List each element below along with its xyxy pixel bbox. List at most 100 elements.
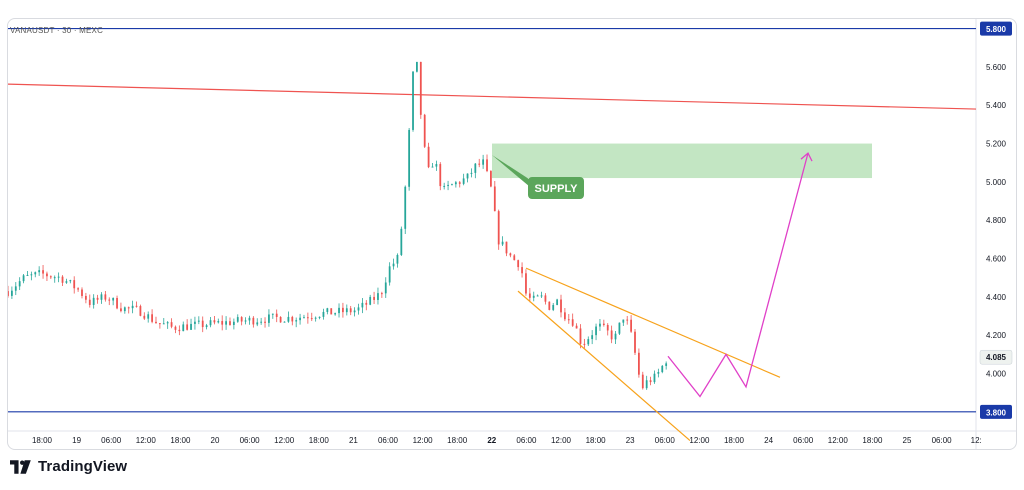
candle-body bbox=[170, 322, 173, 327]
candle-body bbox=[536, 295, 539, 297]
candle-body bbox=[268, 314, 270, 323]
candle-body bbox=[46, 273, 48, 277]
candle-body bbox=[338, 307, 340, 314]
candle-body bbox=[10, 290, 13, 296]
candle-body bbox=[447, 184, 449, 186]
candle-body bbox=[665, 363, 668, 366]
candle-body bbox=[77, 288, 79, 290]
candle-body bbox=[602, 323, 605, 325]
x-tick-label: 06:00 bbox=[240, 436, 261, 445]
candle-body bbox=[221, 321, 224, 325]
candle-body bbox=[225, 321, 227, 325]
candle-body bbox=[509, 253, 512, 256]
candle-body bbox=[493, 186, 496, 212]
candle-body bbox=[264, 321, 266, 323]
tradingview-logo[interactable]: TradingView bbox=[10, 458, 127, 475]
x-tick-label: 06:00 bbox=[793, 436, 814, 445]
x-tick-label: 12:00 bbox=[274, 436, 295, 445]
candle-body bbox=[256, 322, 259, 325]
candle-body bbox=[497, 211, 500, 245]
candle-body bbox=[630, 319, 633, 332]
candle-body bbox=[369, 296, 372, 305]
candle-body bbox=[517, 260, 520, 268]
candle-body bbox=[182, 324, 185, 332]
candle-body bbox=[318, 316, 321, 318]
candle-body bbox=[295, 320, 298, 322]
candle-body bbox=[556, 299, 559, 305]
candle-body bbox=[14, 286, 17, 291]
candle-body bbox=[279, 316, 282, 323]
candle-body bbox=[194, 321, 196, 324]
candle-body bbox=[112, 297, 115, 301]
candle-body bbox=[641, 374, 644, 389]
candle-body bbox=[583, 343, 586, 345]
candle-body bbox=[392, 263, 395, 267]
current-price-label: 4.085 bbox=[986, 353, 1007, 362]
x-tick-label: 25 bbox=[903, 436, 912, 445]
candle-body bbox=[373, 296, 375, 300]
candle-body bbox=[548, 301, 551, 310]
x-tick-label: 18:00 bbox=[32, 436, 53, 445]
candle-body bbox=[345, 308, 348, 313]
price-chart[interactable]: SUPPLY 5.800 5.600 5.400 5.200 5.000 4.800 4.60… bbox=[8, 19, 1016, 449]
y-tick-label: 5.400 bbox=[986, 101, 1007, 110]
candle-body bbox=[201, 320, 204, 328]
candle-body bbox=[287, 316, 290, 322]
candle-body bbox=[513, 255, 516, 261]
candle-body bbox=[232, 321, 235, 325]
candle-body bbox=[377, 293, 379, 300]
x-tick-label: 18:00 bbox=[586, 436, 607, 445]
candle-body bbox=[178, 329, 181, 332]
candle-body bbox=[361, 302, 364, 308]
candle-body bbox=[8, 291, 9, 296]
candle-body bbox=[174, 326, 177, 330]
candle-body bbox=[645, 380, 648, 389]
candle-body bbox=[423, 114, 426, 147]
x-tick-label: 12: bbox=[971, 436, 982, 445]
candle-body bbox=[380, 293, 383, 295]
x-tick-label: 18:00 bbox=[724, 436, 745, 445]
wedge-lower-line bbox=[517, 290, 691, 442]
x-tick-label: 18:00 bbox=[309, 436, 330, 445]
candle-body bbox=[384, 282, 387, 294]
candle-body bbox=[552, 304, 555, 310]
candle-body bbox=[299, 317, 301, 321]
candle-body bbox=[599, 323, 601, 327]
candle-body bbox=[81, 289, 83, 296]
candle-body bbox=[92, 297, 95, 305]
candle-body bbox=[123, 307, 126, 312]
x-tick-label: 06:00 bbox=[516, 436, 537, 445]
candle-body bbox=[400, 228, 403, 255]
candle-body bbox=[334, 313, 337, 315]
candle-body bbox=[567, 319, 570, 321]
supply-label-text: SUPPLY bbox=[534, 183, 578, 195]
candle-body bbox=[248, 317, 251, 321]
candle-body bbox=[451, 184, 453, 186]
y-tick-label: 4.600 bbox=[986, 255, 1007, 264]
candle-body bbox=[614, 333, 617, 340]
candle-body bbox=[213, 320, 216, 323]
candle-body bbox=[528, 293, 531, 298]
candle-body bbox=[478, 163, 481, 165]
y-tick-label: 3.800 bbox=[986, 408, 1007, 417]
candle-body bbox=[116, 297, 118, 309]
candle-body bbox=[38, 270, 41, 273]
candle-body bbox=[104, 294, 107, 300]
projection-arrowhead bbox=[800, 152, 813, 162]
candle-body bbox=[560, 299, 562, 313]
candle-body bbox=[84, 295, 87, 300]
candle-body bbox=[353, 310, 356, 313]
candle-body bbox=[525, 273, 527, 294]
candle-body bbox=[501, 241, 504, 245]
candle-body bbox=[486, 159, 488, 172]
x-tick-label: 23 bbox=[626, 436, 635, 445]
candle-body bbox=[396, 254, 399, 264]
y-tick-label: 5.600 bbox=[986, 63, 1007, 72]
candle-body bbox=[190, 323, 192, 330]
candle-body bbox=[505, 241, 508, 254]
candle-body bbox=[490, 171, 492, 187]
candle-body bbox=[408, 129, 411, 187]
candle-body bbox=[26, 274, 29, 276]
y-tick-label: 4.800 bbox=[986, 216, 1007, 225]
candle-body bbox=[653, 373, 656, 383]
